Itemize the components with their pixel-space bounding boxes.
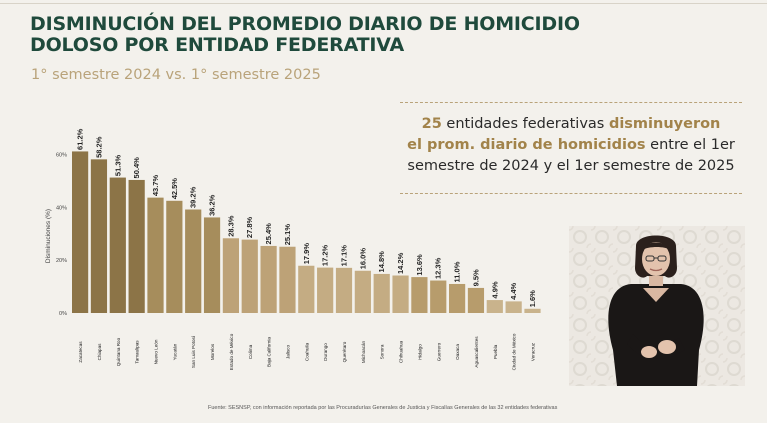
bar <box>185 209 202 313</box>
bar <box>90 159 108 313</box>
x-tick-label: Sonora <box>380 344 385 359</box>
bar-value-label: 12.3% <box>434 257 443 279</box>
callout-highlight-1: disminuyeron <box>608 116 721 132</box>
x-tick-label: Nuevo León <box>154 339 159 364</box>
page-title: DISMINUCIÓN DEL PROMEDIO DIARIO DE HOMIC… <box>30 14 580 56</box>
bar-value-label: 1.6% <box>528 290 537 307</box>
bar <box>354 270 371 313</box>
bar <box>373 273 390 313</box>
bar <box>166 200 183 313</box>
bar-value-label: 14.2% <box>396 252 405 274</box>
source-note: Fuente: SESNSP, con información reportad… <box>208 405 558 411</box>
bar-value-label: 43.7% <box>151 175 160 197</box>
bar <box>430 280 447 313</box>
x-tick-label: Guerrero <box>436 342 441 361</box>
bar-value-label: 42.5% <box>170 178 179 200</box>
bar <box>411 277 428 313</box>
x-tick-label: Puebla <box>493 344 498 359</box>
x-tick-label: Zacatecas <box>78 341 83 363</box>
bar-value-label: 17.1% <box>340 245 349 267</box>
callout-text-3: semestre de 2024 y el 1er semestre de 20… <box>407 158 735 174</box>
bar <box>241 239 258 313</box>
bar <box>392 275 409 313</box>
bar-value-label: 14.8% <box>377 251 386 273</box>
bar <box>72 151 89 313</box>
bar <box>486 300 503 313</box>
callout-highlight-2: el prom. diario de homicidios <box>407 137 646 153</box>
x-tick-label: Chihuahua <box>399 340 404 363</box>
bar-value-label: 25.4% <box>264 223 273 245</box>
bar <box>279 246 296 313</box>
x-tick-label: Yucatán <box>172 343 177 360</box>
interpreter-figure <box>608 235 704 386</box>
bar <box>203 217 221 313</box>
x-tick-label: Oaxaca <box>455 344 460 360</box>
bar-value-label: 28.3% <box>226 215 235 237</box>
x-tick-label: Aguascalientes <box>474 336 479 368</box>
x-tick-label: Tamaulipas <box>135 340 140 364</box>
bar-value-label: 4.4% <box>509 282 518 299</box>
bar <box>467 287 485 313</box>
sign-language-interpreter-video <box>569 226 745 386</box>
bar <box>524 308 541 313</box>
y-tick-label: 40% <box>56 205 67 211</box>
x-tick-label: Jalisco <box>285 345 290 359</box>
x-tick-label: Ciudad de México <box>512 333 517 370</box>
bar <box>128 179 145 313</box>
callout-text-1: entidades federativas <box>441 116 609 132</box>
bar-value-label: 11.0% <box>453 261 462 282</box>
x-tick-label: Estado de México <box>229 333 234 370</box>
title-line-2: DOLOSO POR ENTIDAD FEDERATIVA <box>30 34 404 56</box>
bar-value-label: 17.9% <box>302 243 311 265</box>
bar-value-label: 36.2% <box>208 194 217 216</box>
x-tick-label: Morelos <box>210 343 215 360</box>
callout-text-2: entre el 1er <box>645 137 735 153</box>
bar-value-label: 4.9% <box>490 281 499 298</box>
bar <box>317 267 334 313</box>
x-tick-label: Colima <box>248 344 253 359</box>
y-axis-title: Disminuciones (%) <box>45 209 52 263</box>
y-tick-label: 0% <box>59 311 67 317</box>
bar-value-label: 58.2% <box>94 136 103 158</box>
bar <box>505 301 522 313</box>
bar <box>109 177 126 313</box>
bar <box>147 197 164 313</box>
x-tick-label: Coahuila <box>304 342 309 361</box>
bar-value-label: 16.0% <box>358 248 367 270</box>
bar-value-label: 9.5% <box>471 269 480 286</box>
x-tick-label: Quintana Roo <box>116 337 121 366</box>
bar <box>449 283 466 313</box>
x-tick-label: Querétaro <box>342 341 347 362</box>
x-tick-label: Michoacán <box>361 340 366 363</box>
bar <box>260 245 277 313</box>
bar-value-label: 39.2% <box>189 186 198 208</box>
bar-value-label: 17.2% <box>321 244 330 266</box>
bar <box>222 238 239 313</box>
callout-count: 25 <box>421 116 442 132</box>
bar-value-label: 61.2% <box>76 128 85 150</box>
bar-value-label: 50.4% <box>132 157 141 179</box>
x-tick-label: Baja California <box>267 337 272 367</box>
y-tick-label: 60% <box>56 153 67 159</box>
x-tick-label: Durango <box>323 343 328 361</box>
top-rule <box>0 3 767 4</box>
x-tick-label: Chiapas <box>97 343 102 361</box>
bar <box>298 265 315 313</box>
y-tick-label: 20% <box>56 258 67 264</box>
x-tick-label: Hidalgo <box>417 344 422 360</box>
page-subtitle: 1° semestre 2024 vs. 1° semestre 2025 <box>31 67 321 83</box>
summary-callout: 25 entidades federativas disminuyeron el… <box>400 102 742 194</box>
x-tick-label: Veracruz <box>531 342 536 361</box>
bar-value-label: 13.6% <box>415 254 424 276</box>
title-line-1: DISMINUCIÓN DEL PROMEDIO DIARIO DE HOMIC… <box>30 13 580 35</box>
bar-value-label: 27.8% <box>245 217 254 239</box>
bar-value-label: 51.3% <box>113 154 122 176</box>
bar-value-label: 25.1% <box>283 224 292 246</box>
bar <box>335 267 353 313</box>
x-tick-label: San Luis Potosí <box>191 335 196 368</box>
